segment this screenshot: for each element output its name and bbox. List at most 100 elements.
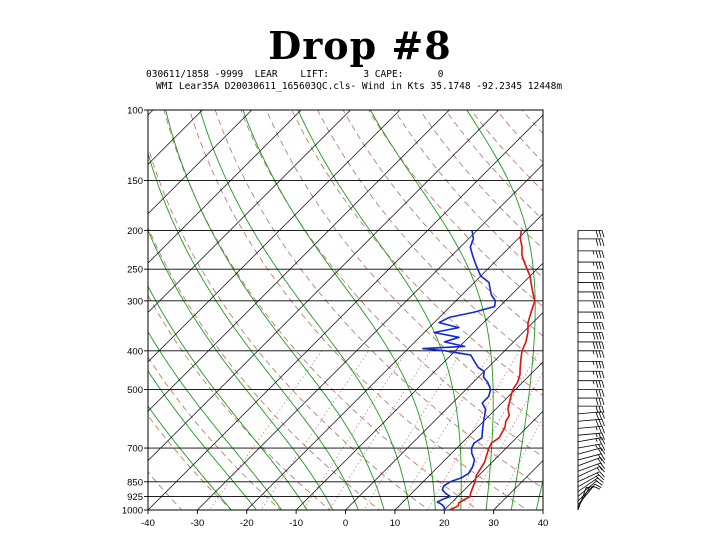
mixing-ratio-lines (209, 350, 543, 510)
wind-barb-feather (601, 426, 605, 434)
wind-barb-shaft (577, 466, 600, 477)
wind-barb (578, 389, 605, 397)
dry-adiabat-line (557, 92, 720, 519)
wind-barb-shaft (577, 477, 598, 493)
temperature-tick-label: 0 (343, 518, 348, 529)
moist-adiabat-line (148, 151, 359, 510)
mixing-ratio-line (427, 350, 520, 510)
wind-barb (577, 425, 605, 434)
wind-barb-half-feather (595, 476, 600, 480)
wind-barb-half-feather (594, 479, 599, 483)
wind-barb-feather (601, 230, 605, 238)
moist-adiabat-line (242, 110, 436, 510)
wind-barb (578, 322, 605, 330)
wind-barb-feather (601, 350, 605, 358)
wind-barb-feather (595, 311, 599, 320)
pressure-tick-label: 250 (127, 265, 143, 276)
wind-barb (578, 405, 605, 414)
wind-barb-feather (601, 311, 605, 320)
wind-barb-feather (595, 350, 599, 358)
pressure-tick-label: 400 (127, 346, 143, 357)
wind-barb-feather (593, 485, 601, 490)
temperature-tick-label: -40 (141, 518, 155, 529)
wind-barb-shaft (577, 462, 601, 472)
wind-barb-feather (595, 322, 599, 330)
wind-barb (578, 230, 605, 238)
wind-barb-feather (601, 380, 605, 388)
wind-barb (577, 447, 606, 456)
moist-adiabat-line (148, 229, 334, 510)
mixing-ratio-line (494, 416, 543, 510)
wind-barb (577, 485, 601, 505)
pressure-tick-label: 200 (127, 226, 143, 237)
wind-barb-half-feather (592, 371, 595, 375)
wind-barb-feather (598, 350, 602, 358)
wind-barb-feather (592, 272, 596, 280)
wind-barb (578, 291, 605, 300)
isotherm-line (345, 312, 543, 510)
wind-barb-half-feather (595, 433, 598, 438)
wind-barb-feather (597, 463, 603, 471)
wind-barb-shaft (577, 437, 602, 443)
wind-barb-feather (598, 426, 602, 434)
moist-adiabat-line (148, 330, 283, 510)
moist-adiabat-line (297, 110, 462, 510)
wind-barb-feather (592, 332, 596, 340)
temperature-tick-label: 40 (538, 518, 549, 529)
wind-barb-feather (595, 389, 599, 397)
pressure-tick-label: 700 (127, 444, 143, 455)
wind-barb-feather (598, 300, 602, 308)
wind-barb-feather (598, 397, 602, 406)
moist-adiabat-line (165, 110, 385, 510)
wind-barb-feather (601, 389, 605, 397)
wind-barb-feather (595, 332, 599, 340)
isotherm-line (148, 114, 543, 510)
temperature-tick-label: 20 (439, 518, 450, 529)
moist-adiabats (148, 110, 543, 510)
wind-barb-shaft (577, 457, 601, 467)
isotherm-line (443, 410, 543, 510)
wind-barb (577, 457, 606, 467)
temperature-tick-label: -20 (240, 518, 254, 529)
wind-barb-half-feather (592, 361, 595, 365)
wind-barb-feather (595, 341, 599, 350)
wind-barb-feather (600, 447, 606, 455)
wind-barb-feather (598, 371, 602, 379)
station-info-line: WMI Lear35A D20030611_165603QC.cls- Wind… (156, 81, 563, 92)
wind-barb-feather (598, 437, 603, 445)
wind-barb-feather (595, 380, 599, 388)
pressure-tick-label: 1000 (122, 506, 143, 517)
wind-barb-feather (597, 458, 603, 465)
wind-barb-feather (595, 261, 599, 270)
isotherm-line (0, 92, 73, 527)
wind-barb-half-feather (596, 472, 600, 476)
isotherm-line (148, 110, 302, 264)
wind-barb-feather (598, 272, 602, 280)
wind-barb-feather (598, 474, 605, 481)
sounding-info-line: 030611/1858 -9999 LEAR LIFT: 3 CAPE: 0 (146, 69, 444, 80)
wind-barb (578, 370, 605, 379)
moist-adiabat-line (535, 477, 543, 510)
chart-title: Drop #8 (268, 23, 452, 68)
isotherm-line (148, 110, 450, 412)
wind-barb-feather (601, 250, 605, 258)
wind-barb-half-feather (595, 426, 598, 431)
wind-barb-feather (592, 282, 596, 290)
pressure-tick-labels: 100 150 200 250 300 400 500 700 850 925 1000 (122, 106, 143, 517)
wind-barb-feather (598, 230, 602, 238)
wind-barb-feather (601, 291, 605, 300)
dry-adiabat-line (240, 110, 543, 458)
wind-barb-feather (601, 432, 605, 441)
wind-barb-profile (577, 230, 606, 511)
wind-barb-feather (597, 448, 603, 456)
wind-barb-feather (592, 291, 596, 300)
wind-barb-feather (598, 332, 602, 340)
wind-barb-shaft (577, 453, 602, 461)
wind-barb (577, 474, 605, 488)
isotherm-line (246, 213, 543, 510)
wind-barb (578, 360, 605, 369)
wind-barb-feather (598, 341, 602, 350)
wind-barb (577, 418, 605, 427)
wind-barb-feather (598, 411, 602, 419)
